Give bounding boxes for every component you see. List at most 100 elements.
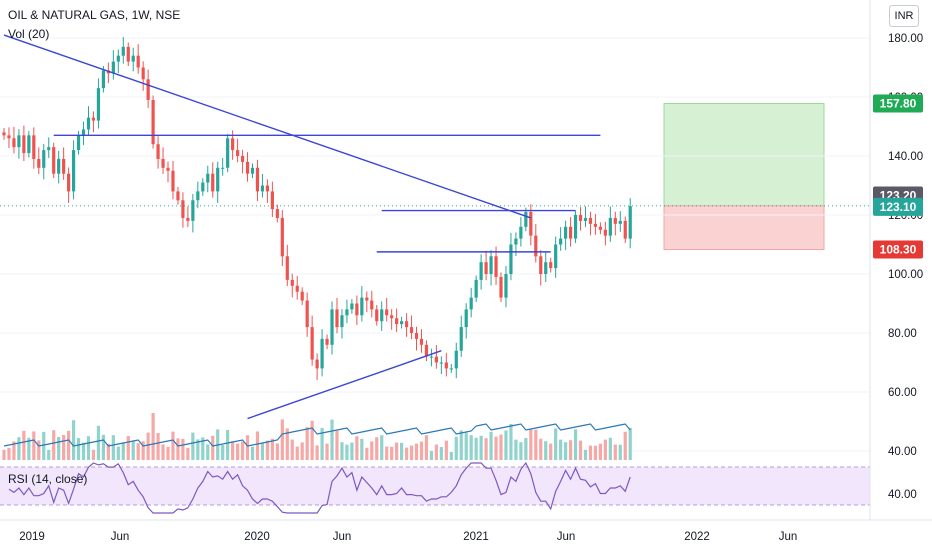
candle-body [12,138,16,148]
price-tick-label: 100.00 [888,269,923,281]
candle-body [499,276,503,298]
candle-body [146,79,150,100]
volume-bar [404,447,409,460]
candle-body [454,350,458,369]
volume-bar [564,442,568,460]
candle-body [151,99,155,145]
candle-body [260,185,265,192]
volume-bar [618,444,622,460]
candle-body [469,297,473,310]
candle-body [419,338,424,345]
price-badge-label: 123.10 [880,200,917,214]
volume-bar [385,446,389,460]
price-badge [873,240,923,259]
volume-bar [573,429,578,460]
candle-body [504,274,508,298]
candle-body [221,167,225,169]
volume-bar [469,435,473,460]
price-badge [873,94,923,113]
candle-body [330,309,334,345]
rsi-tick-label: 40.00 [888,489,917,501]
volume-bar [549,443,553,460]
candle-body [206,173,210,183]
volume-bar [489,431,493,460]
volume-bar [444,440,448,460]
volume-bar [111,435,115,460]
candle-body [161,158,165,168]
candle-body [315,359,319,369]
candle-body [101,70,105,89]
volume-bar [126,436,130,460]
candle-body [211,173,215,192]
candle-body [171,170,175,192]
candle-body [141,67,145,80]
candle-body [226,138,230,168]
volume-bar [231,441,235,460]
volume-bar [12,441,16,460]
candle-body [91,117,96,121]
volume-bar [76,438,81,460]
price-tick-label: 40.00 [888,446,917,458]
volume-bar [280,419,284,460]
candle-body [235,150,240,156]
volume-bar [37,440,41,460]
candle-body [395,318,399,325]
volume-bar [534,429,538,460]
volume-bar [628,427,632,460]
volume-bar [499,434,503,460]
volume-bar [400,442,404,460]
candle-body [414,333,419,339]
volume-bar [325,443,329,460]
candle-body [71,150,76,192]
candle-body [529,212,533,236]
volume-bar [544,441,548,460]
candle-body [201,182,205,192]
volume-bar [121,442,125,460]
candle-body [2,132,6,136]
time-tick-label: Jun [111,531,130,543]
candle-body [255,167,260,192]
volume-bar [101,434,105,460]
volume-bar [17,437,21,460]
volume-bar [509,424,513,460]
candle-body [554,244,558,269]
volume-bar [409,445,414,460]
volume-bar [300,442,304,460]
candle-body [509,244,513,274]
volume-bar [355,436,359,460]
candle-body [86,117,91,130]
candle-body [429,356,434,358]
volume-bar [454,436,458,460]
volume-bar [141,441,145,460]
candle-body [250,167,255,174]
currency-button[interactable]: INR [889,5,919,27]
volume-bar [375,437,379,460]
volume-bar [613,444,617,460]
volume-bar [335,430,339,460]
volume-bar [529,429,533,460]
candle-body [166,167,170,171]
candle-body [385,309,389,316]
volume-bar [494,436,498,460]
candle-body [375,309,379,322]
volume-bar [310,420,314,460]
target-zone [663,102,825,207]
candle-body [573,215,578,239]
trendline-long-term-resistance [3,34,532,219]
volume-bar [171,431,175,460]
candle-body [37,158,41,168]
candle-body [434,356,438,363]
volume-bar [81,442,86,460]
candle-body [534,235,538,257]
volume-bar [568,440,573,460]
time-tick-label: 2022 [684,531,710,543]
price-tick-label: 180.00 [888,33,923,45]
candle-body [514,238,518,245]
candle-body [47,147,51,151]
volume-bar [221,445,225,460]
candle-body [360,297,364,316]
volume-bar [315,445,319,460]
candle-body [216,167,220,192]
volume-bar [235,443,240,460]
